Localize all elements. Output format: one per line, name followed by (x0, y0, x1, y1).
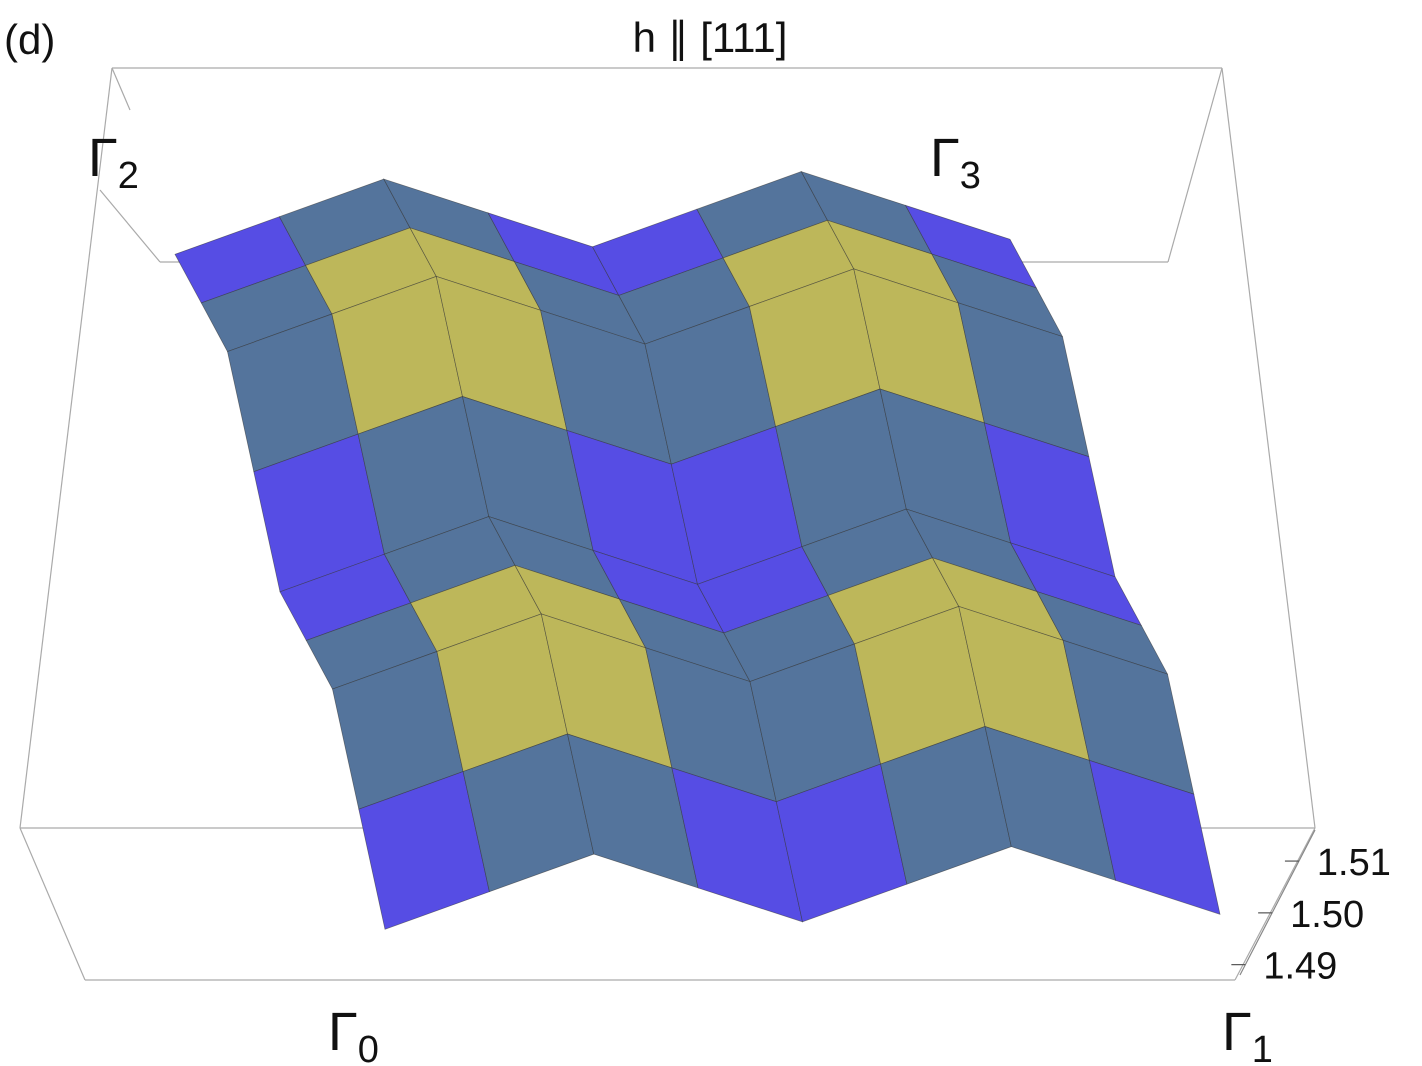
corner-symbol: Γ (88, 128, 118, 188)
corner-label: Γ2 (88, 128, 139, 197)
corner-index: 0 (358, 1029, 379, 1066)
corner-symbol: Γ (930, 128, 960, 188)
box-edge (111, 67, 131, 111)
z-axis: 1.49 1.50 1.51 (1231, 829, 1391, 988)
corner-index: 1 (1252, 1029, 1273, 1066)
corner-symbol: Γ (1222, 1002, 1252, 1062)
box-edge (19, 827, 86, 981)
z-tick-label: 1.49 (1263, 946, 1337, 988)
z-tick-label: 1.50 (1290, 894, 1364, 936)
corner-label: Γ3 (930, 128, 981, 197)
panel-label: (d) (4, 16, 55, 63)
surface (174, 170, 1221, 930)
chart-title: h ∥ [111] (633, 14, 788, 61)
box-edge (19, 67, 113, 829)
box-edge (99, 189, 161, 263)
corner-label: Γ1 (1222, 1002, 1273, 1066)
box-edge (1167, 67, 1223, 263)
corner-index: 2 (118, 155, 139, 197)
corner-index: 3 (960, 155, 981, 197)
z-tick-label: 1.51 (1317, 842, 1391, 884)
surface-patch (1088, 759, 1221, 915)
corner-symbol: Γ (328, 1002, 358, 1062)
z-axis-line (1239, 829, 1316, 976)
box-edge (1234, 827, 1316, 981)
box-edge (1221, 67, 1316, 829)
corner-label: Γ0 (328, 1002, 379, 1066)
